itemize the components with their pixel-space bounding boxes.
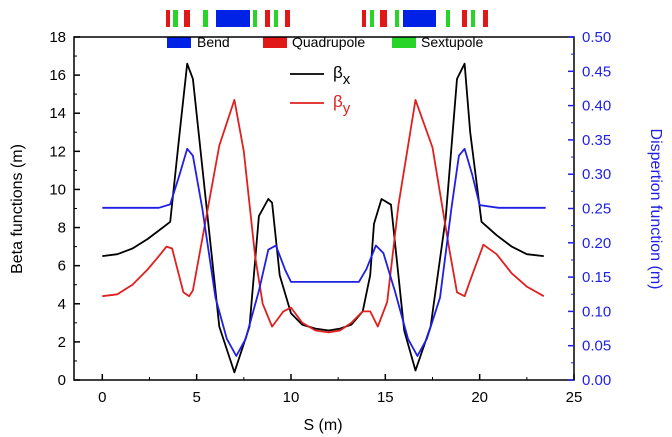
right-y-tick-label: 0.45	[582, 63, 611, 80]
x-tick-label: 0	[98, 389, 106, 406]
right-y-axis: 0.00 0.05 0.10 0.15 0.20 0.25 0.30 0.35 0.40 0.45…	[568, 29, 611, 389]
left-y-tick-label: 8	[58, 220, 66, 237]
right-y-tick-label: 0.15	[582, 269, 611, 286]
series-layer	[102, 62, 546, 374]
right-y-tick-label: 0.05	[582, 338, 611, 355]
right-y-tick-label: 0.25	[582, 201, 611, 218]
lattice-strip-left	[166, 10, 290, 27]
right-y-tick-label: 0.10	[582, 303, 611, 320]
legend-label-beta-x: βx	[333, 63, 351, 88]
magnet-legend: Bend Quadrupole Sextupole	[167, 34, 483, 50]
x-tick-label: 25	[566, 389, 583, 406]
x-tick-label: 5	[192, 389, 200, 406]
x-axis-title: S (m)	[303, 417, 342, 434]
series-legend: βx βy	[290, 63, 351, 117]
left-y-tick-label: 4	[58, 296, 66, 313]
right-y-tick-label: 0.40	[582, 98, 611, 115]
x-tick-label: 15	[377, 389, 394, 406]
legend-swatch-bend	[167, 37, 191, 48]
legend-label-quadrupole: Quadrupole	[292, 34, 365, 50]
left-y-tick-label: 0	[58, 372, 66, 389]
left-y-tick-label: 14	[49, 105, 66, 122]
right-y-tick-label: 0.20	[582, 235, 611, 252]
left-y-tick-label: 12	[49, 143, 66, 160]
legend-label-beta-y: βy	[333, 92, 351, 117]
legend-swatch-sextupole	[392, 37, 416, 48]
x-axis: 0 5 10 15 20 25	[98, 374, 582, 406]
left-y-tick-label: 2	[58, 334, 66, 351]
right-y-tick-label: 0.50	[582, 29, 611, 46]
legend-label-bend: Bend	[197, 34, 230, 50]
left-y-axis-title: Beta functions (m)	[9, 144, 26, 274]
left-y-axis: 0 2 4 6 8 10 12 14 16 18	[49, 29, 80, 389]
beta-x-line	[102, 62, 544, 374]
left-y-tick-label: 16	[49, 67, 66, 84]
left-y-tick-label: 10	[49, 181, 66, 198]
lattice-strip-right	[362, 10, 488, 27]
legend-swatch-quadrupole	[263, 37, 287, 48]
right-y-tick-label: 0.30	[582, 166, 611, 183]
x-tick-label: 20	[471, 389, 488, 406]
right-y-tick-label: 0.00	[582, 372, 611, 389]
left-y-tick-label: 18	[49, 29, 66, 46]
dispersion-line	[102, 147, 546, 357]
legend-label-sextupole: Sextupole	[421, 34, 483, 50]
left-y-tick-label: 6	[58, 258, 66, 275]
beta-y-line	[102, 99, 545, 334]
right-y-tick-label: 0.35	[582, 132, 611, 149]
right-y-axis-title: Dispertion function (m)	[647, 129, 664, 290]
x-tick-label: 10	[283, 389, 300, 406]
